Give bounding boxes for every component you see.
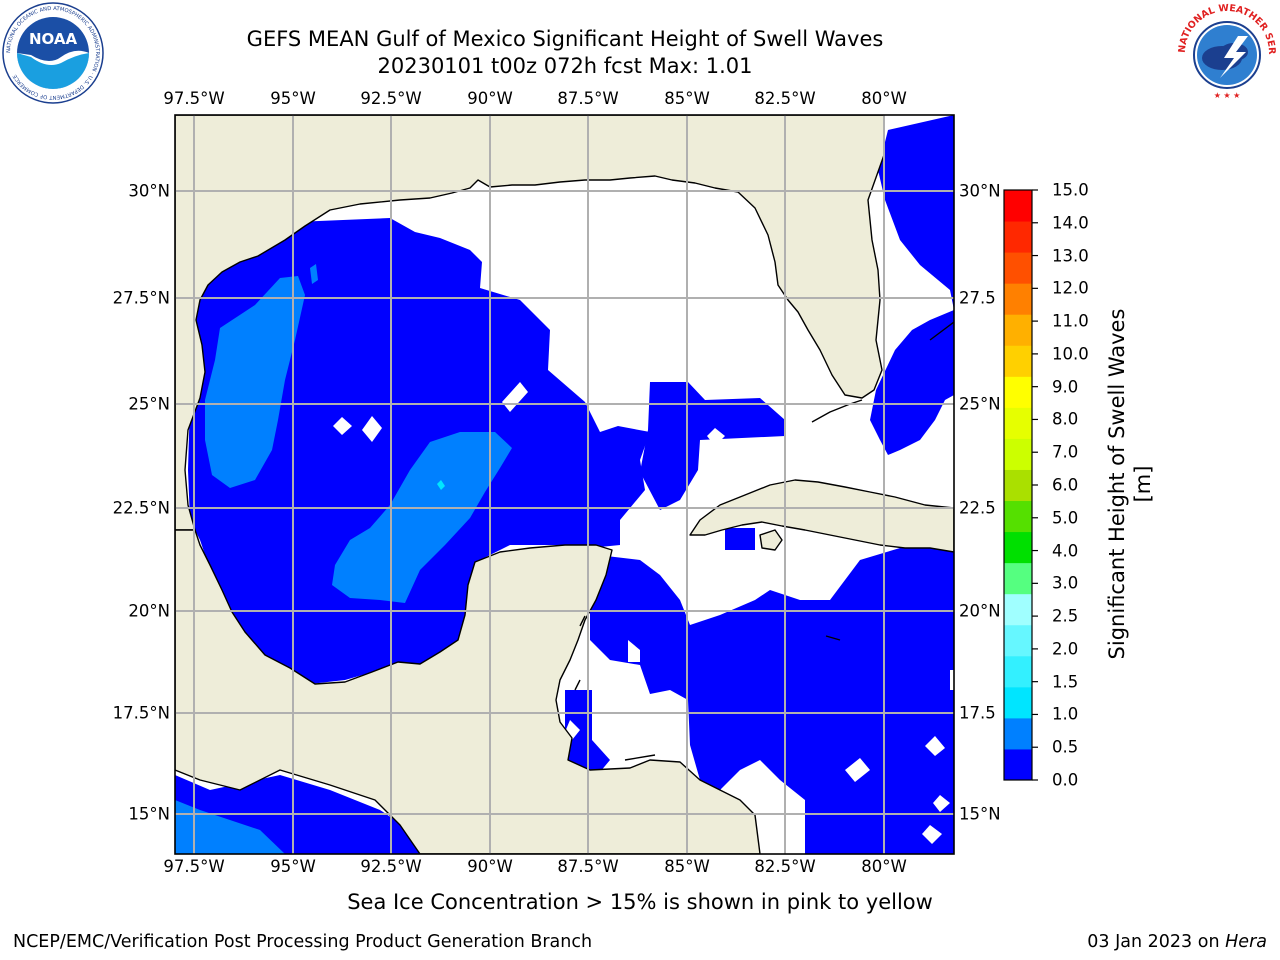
colorbar-tick-label: 11.0: [1052, 311, 1089, 331]
colorbar-tick-label: 1.0: [1052, 704, 1079, 724]
colorbar-tick-label: 13.0: [1052, 246, 1089, 266]
map-frame: [174, 114, 955, 855]
swell-field-blue: [175, 115, 954, 854]
colorbar: [1003, 189, 1038, 781]
lat-label-right: 30°N: [959, 181, 1001, 201]
colorbar-swatch: [1004, 500, 1032, 533]
lon-label-top: 97.5°W: [163, 89, 225, 108]
colorbar-swatch: [1004, 686, 1032, 719]
colorbar-swatch: [1004, 593, 1032, 626]
land-united-states: [175, 115, 885, 531]
land-cuba: [689, 479, 954, 553]
lat-label-left: 30°N: [128, 181, 170, 201]
lon-label-bottom: 87.5°W: [557, 857, 619, 876]
colorbar-swatch: [1004, 345, 1032, 377]
lat-label-right: 17.5: [959, 703, 996, 723]
colorbar-swatch: [1004, 221, 1032, 253]
lat-label-right: 22.5: [959, 498, 996, 518]
colorbar-swatch: [1004, 314, 1032, 346]
colorbar-swatch: [1004, 655, 1032, 688]
footer-date-text: 03 Jan 2023 on: [1087, 932, 1220, 952]
colorbar-tick-label: 12.0: [1052, 278, 1089, 298]
colorbar-tick-label: 3.0: [1052, 573, 1079, 593]
map-title: GEFS MEAN Gulf of Mexico Significant Hei…: [246, 27, 884, 51]
footer-date: 03 Jan 2023 on Hera: [1087, 932, 1267, 952]
colorbar-tick-label: 14.0: [1052, 213, 1089, 233]
colorbar-tick-label: 5.0: [1052, 508, 1079, 528]
colorbar-swatch: [1004, 748, 1032, 781]
lat-label-left: 25°N: [128, 394, 170, 414]
colorbar-tick-label: 0.0: [1052, 770, 1079, 790]
colorbar-swatch: [1004, 252, 1032, 284]
colorbar-tick-label: 0.5: [1052, 737, 1079, 757]
lat-label-left: 17.5°N: [112, 703, 170, 723]
colorbar-tick-label: 4.0: [1052, 541, 1079, 561]
lon-label-bottom: 97.5°W: [163, 857, 225, 876]
lon-label-top: 90°W: [467, 89, 513, 108]
colorbar-swatch: [1004, 376, 1032, 408]
colorbar-swatch: [1004, 624, 1032, 657]
colorbar-tick-label: 9.0: [1052, 377, 1079, 397]
lon-label-bottom: 80°W: [861, 857, 907, 876]
swell-max-spot: [437, 480, 445, 490]
open-water-gaps: [333, 372, 954, 844]
lon-label-bottom: 95°W: [270, 857, 316, 876]
colorbar-title: Significant Height of Swell Waves [m]: [1105, 308, 1155, 660]
lon-label-top: 95°W: [270, 89, 316, 108]
colorbar-swatch: [1004, 407, 1032, 439]
lon-label-top: 82.5°W: [754, 89, 816, 108]
colorbar-swatch: [1004, 469, 1032, 502]
nws-logo: NATIONAL WEATHER SERVICE ★ ★ ★: [1176, 2, 1277, 102]
lon-label-top: 87.5°W: [557, 89, 619, 108]
lon-label-top: 80°W: [861, 89, 907, 108]
noaa-logo: NATIONAL OCEANIC AND ATMOSPHERIC ADMINIS…: [2, 2, 104, 104]
footer-credit: NCEP/EMC/Verification Post Processing Pr…: [13, 932, 593, 952]
lat-label-right: 15°N: [959, 804, 1001, 824]
lon-label-bottom: 85°W: [664, 857, 710, 876]
lon-label-bottom: 82.5°W: [754, 857, 816, 876]
lon-label-top: 85°W: [664, 89, 710, 108]
lon-label-bottom: 90°W: [467, 857, 513, 876]
lat-label-right: 20°N: [959, 601, 1001, 621]
colorbar-tick-label: 10.0: [1052, 344, 1089, 364]
lat-label-left: 22.5°N: [112, 498, 170, 518]
svg-text:★ ★ ★: ★ ★ ★: [1214, 91, 1241, 100]
colorbar-swatch: [1004, 438, 1032, 470]
lon-label-bottom: 92.5°W: [360, 857, 422, 876]
sea-ice-note: Sea Ice Concentration > 15% is shown in …: [347, 890, 933, 914]
lat-label-right: 25°N: [959, 394, 1001, 414]
land-isla-de-la-juventud: [759, 529, 783, 551]
colorbar-tick-label: 1.5: [1052, 672, 1079, 692]
colorbar-tick-label: 2.0: [1052, 639, 1079, 659]
lat-label-right: 27.5: [959, 288, 996, 308]
lat-label-left: 27.5°N: [112, 288, 170, 308]
colorbar-swatch: [1004, 283, 1032, 315]
map-subtitle: 20230101 t00z 072h fcst Max: 1.01: [377, 54, 753, 78]
colorbar-tick-label: 15.0: [1052, 180, 1089, 200]
colorbar-swatch: [1004, 717, 1032, 750]
colorbar-swatch: [1004, 190, 1032, 222]
lon-label-top: 92.5°W: [360, 89, 422, 108]
footer-host: Hera: [1225, 932, 1267, 952]
colorbar-tick-label: 2.5: [1052, 606, 1079, 626]
colorbar-swatch: [1004, 562, 1032, 595]
colorbar-tick-label: 6.0: [1052, 475, 1079, 495]
noaa-logo-text: NOAA: [29, 30, 78, 48]
lat-label-left: 15°N: [128, 804, 170, 824]
colorbar-tick-label: 7.0: [1052, 442, 1079, 462]
colorbar-swatch: [1004, 531, 1032, 564]
land-masses: [175, 115, 954, 854]
lat-label-left: 20°N: [128, 601, 170, 621]
colorbar-tick-label: 8.0: [1052, 409, 1079, 429]
graticule: [175, 115, 954, 854]
